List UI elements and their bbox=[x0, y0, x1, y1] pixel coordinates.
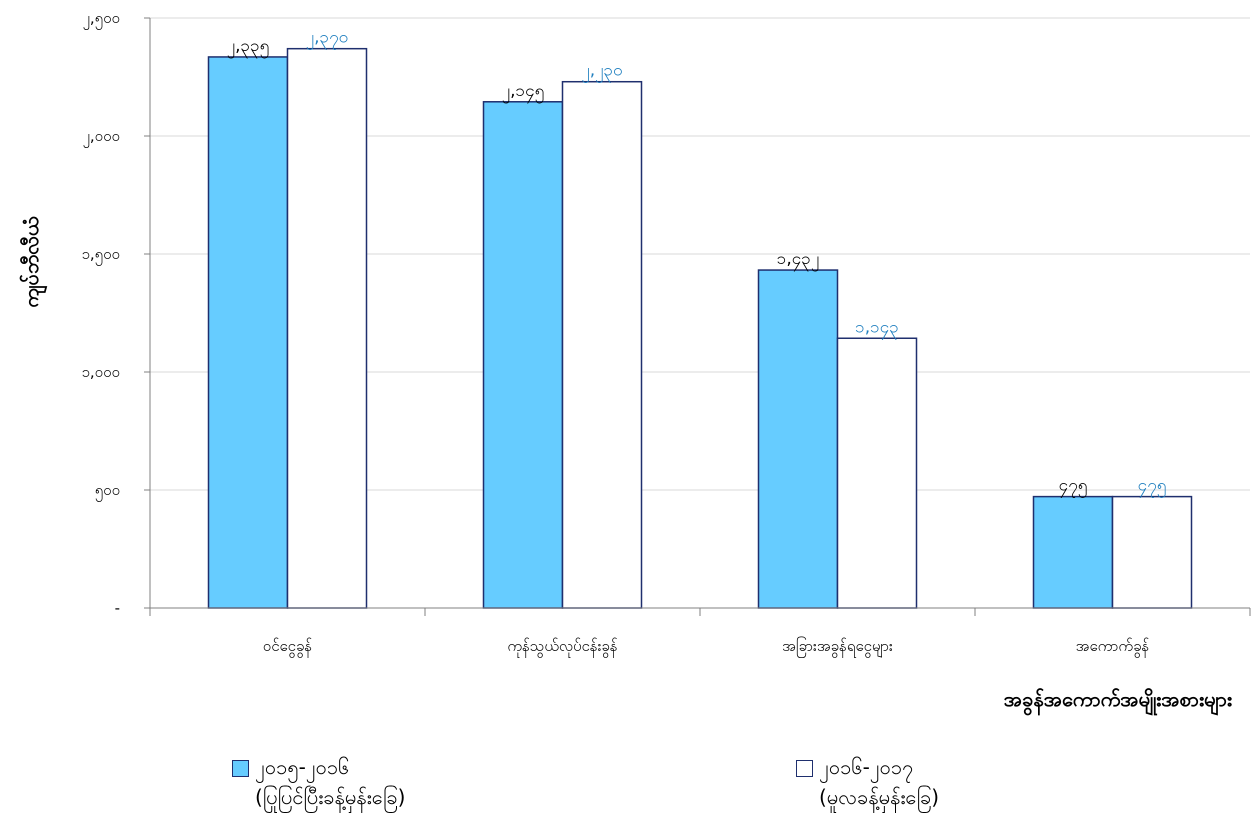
legend-item-series-1: ၂၀၁၅-၂၀၁၆ (ပြုပြင်ပြီးခန့်မှန်းခြေ) bbox=[232, 752, 405, 812]
legend-swatch-series-1 bbox=[232, 760, 249, 777]
data-label-series-1: ၂,၃၃၅ bbox=[227, 36, 269, 59]
bar-series-2 bbox=[836, 337, 918, 609]
y-tick-label: ၂,၅၀၀ bbox=[83, 9, 120, 30]
bar-series-2 bbox=[286, 47, 368, 609]
x-tick-label: အကောက်ခွန် bbox=[1076, 637, 1150, 658]
x-axis-title: အခွန်အကောက်အမျိုးအစားများ bbox=[1004, 687, 1232, 716]
data-label-series-2: ၁,၁၄၃ bbox=[855, 317, 899, 340]
data-label-series-2: ၄၇၅ bbox=[1138, 476, 1167, 499]
data-label-series-1: ၁,၄၃၂ bbox=[777, 249, 819, 272]
legend-item-series-2: ၂၀၁၆-၂၀၁၇ (မူလခန့်မှန်းခြေ) bbox=[796, 752, 939, 812]
bar-series-1 bbox=[1032, 495, 1114, 609]
legend-swatch-series-2 bbox=[796, 760, 813, 777]
y-tick-label: ၅၀၀ bbox=[95, 481, 120, 502]
x-tick-label: ကုန်သွယ်လုပ်ငန်းခွန် bbox=[507, 637, 617, 658]
y-tick-label: ၂,၀၀၀ bbox=[83, 127, 120, 148]
y-tick-label: - bbox=[115, 599, 120, 617]
y-tick-label: ၁,၅၀၀ bbox=[81, 245, 120, 266]
x-tick-label: အခြားအခွန်ရငွေများ bbox=[782, 636, 893, 658]
data-label-series-1: ၄၇၅ bbox=[1059, 476, 1088, 499]
data-label-series-2: ၂,၂၃၀ bbox=[581, 61, 622, 84]
bars bbox=[207, 47, 1193, 609]
data-label-series-1: ၂,၁၄၅ bbox=[502, 81, 544, 104]
legend-label-series-1: ၂၀၁၅-၂၀၁၆ (ပြုပြင်ပြီးခန့်မှန်းခြေ) bbox=[255, 755, 406, 809]
y-tick-label: ၁,၀၀၀ bbox=[81, 363, 120, 381]
bar-series-1 bbox=[207, 56, 289, 609]
legend-label-series-2: ၂၀၁၆-၂၀၁၇ (မူလခန့်မှန်းခြေ) bbox=[819, 755, 940, 809]
bar-series-2 bbox=[1111, 495, 1193, 609]
y-axis-title: ကျပ်ဘီလီယံ bbox=[19, 217, 47, 308]
bar-series-1 bbox=[482, 101, 564, 609]
data-label-series-2: ၂,၃၇၀ bbox=[306, 28, 348, 51]
bar-series-1 bbox=[757, 269, 839, 609]
bar-series-2 bbox=[561, 80, 643, 609]
x-tick-label: ဝင်ငွေခွန် bbox=[263, 637, 312, 658]
